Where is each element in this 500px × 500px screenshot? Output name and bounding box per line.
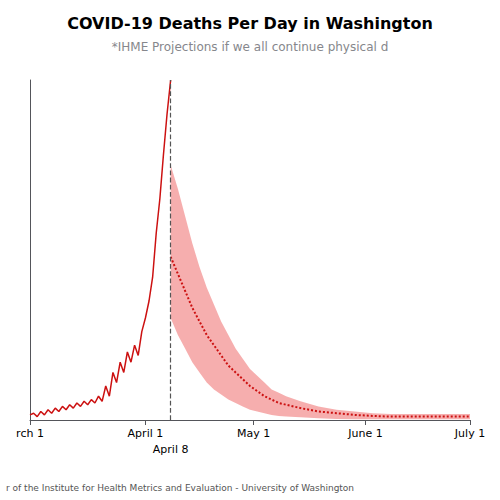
svg-text:June 1: June 1 <box>347 427 382 440</box>
svg-text:April 8: April 8 <box>153 443 189 456</box>
svg-text:July 1: July 1 <box>454 427 485 440</box>
svg-text:*IHME Projections if we all co: *IHME Projections if we all continue phy… <box>112 40 389 54</box>
svg-text:May 1: May 1 <box>237 427 270 440</box>
svg-text:April 1: April 1 <box>128 427 164 440</box>
svg-text:COVID-19 Deaths Per Day in Was: COVID-19 Deaths Per Day in Washington <box>67 14 433 33</box>
svg-text:r of the Institute for Health: r of the Institute for Health Metrics an… <box>6 483 354 493</box>
svg-text:rch 1: rch 1 <box>16 427 44 440</box>
